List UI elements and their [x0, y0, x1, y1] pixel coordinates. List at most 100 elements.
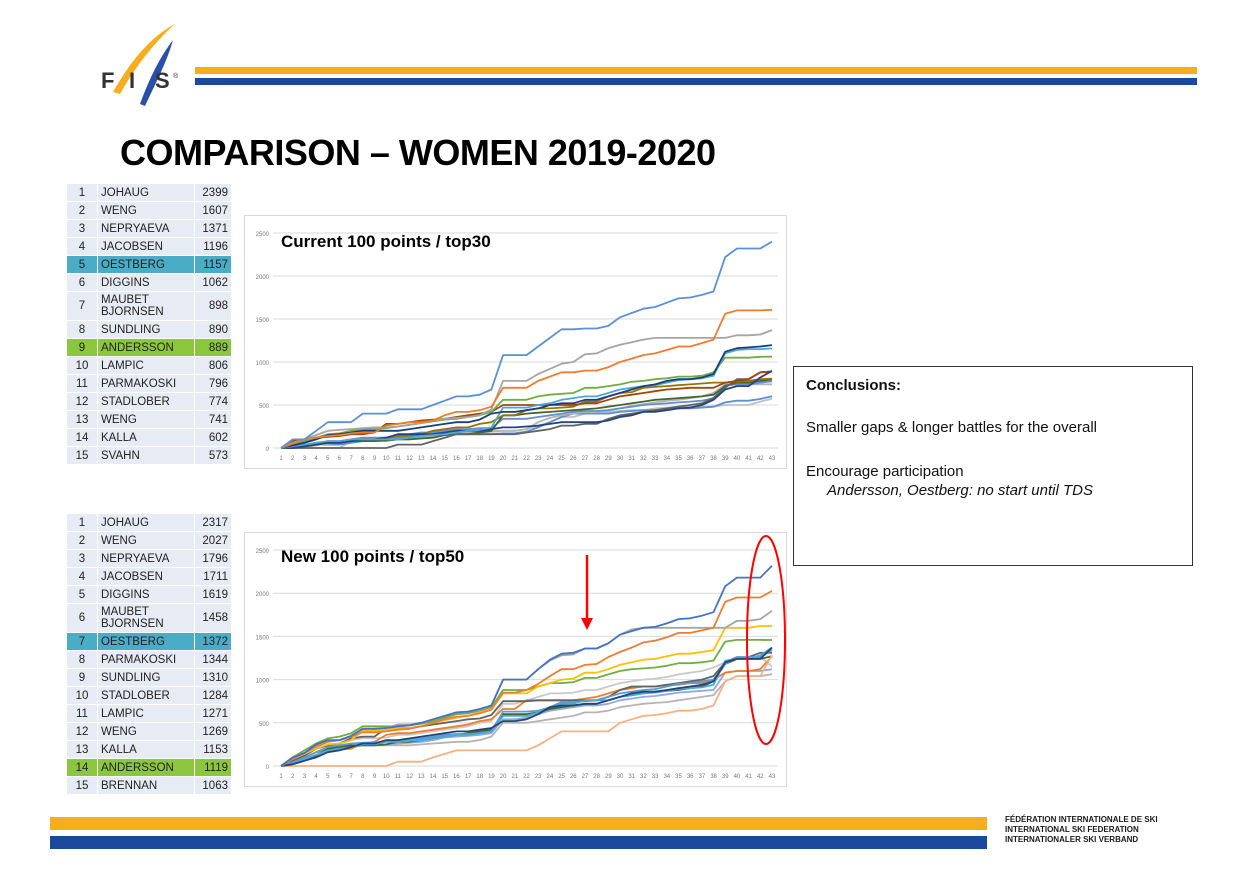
- x-tick-label: 36: [687, 774, 694, 780]
- footer-bar-blue: [50, 836, 987, 849]
- ranking-name: WENG: [98, 723, 194, 740]
- federation-name-de: INTERNATIONALER SKI VERBAND: [1005, 835, 1139, 844]
- x-tick-label: 26: [570, 456, 577, 462]
- x-tick-label: 43: [769, 774, 776, 780]
- ranking-rank: 5: [67, 256, 97, 273]
- ranking-rank: 2: [67, 202, 97, 219]
- ranking-row: 11 PARMAKOSKI 796: [67, 375, 231, 392]
- ranking-row: 3 NEPRYAEVA 1371: [67, 220, 231, 237]
- series-line-johaug: [280, 240, 773, 449]
- conclusion-participation: Encourage participation: [806, 463, 964, 480]
- series-line-johaug: [280, 565, 773, 767]
- ranking-rank: 2: [67, 532, 97, 549]
- series-line-weng: [280, 308, 773, 449]
- x-tick-label: 6: [338, 456, 342, 462]
- x-tick-label: 43: [769, 456, 776, 462]
- y-tick-label: 2000: [256, 275, 270, 281]
- y-tick-label: 2000: [256, 592, 270, 598]
- x-tick-label: 23: [535, 774, 542, 780]
- x-tick-label: 30: [617, 774, 624, 780]
- conclusion-participation-note: Andersson, Oestberg: no start until TDS: [827, 482, 1093, 499]
- ranking-name: KALLA: [98, 741, 194, 758]
- ranking-points: 1269: [195, 723, 231, 740]
- ranking-name: MAUBET BJORNSEN: [98, 604, 194, 632]
- series-line-jacobsen: [280, 344, 773, 449]
- ranking-row: 11 LAMPIC 1271: [67, 705, 231, 722]
- ranking-name: BRENNAN: [98, 777, 194, 794]
- ranking-points: 1619: [195, 586, 231, 603]
- ranking-rank: 7: [67, 633, 97, 650]
- series-line-parmakoski: [280, 378, 773, 449]
- ranking-rank: 8: [67, 651, 97, 668]
- x-tick-label: 8: [361, 456, 365, 462]
- ranking-rank: 12: [67, 723, 97, 740]
- x-tick-label: 25: [558, 774, 565, 780]
- x-tick-label: 40: [734, 774, 741, 780]
- x-tick-label: 32: [640, 774, 647, 780]
- ranking-rank: 14: [67, 759, 97, 776]
- footer-bar-yellow: [50, 817, 987, 830]
- ranking-rank: 4: [67, 238, 97, 255]
- x-tick-label: 19: [488, 774, 495, 780]
- series-line-sundling: [280, 370, 773, 449]
- ranking-points: 774: [195, 393, 231, 410]
- x-tick-label: 20: [500, 456, 507, 462]
- ranking-points: 1271: [195, 705, 231, 722]
- ranking-name: WENG: [98, 411, 194, 428]
- ranking-name: OESTBERG: [98, 256, 194, 273]
- x-tick-label: 10: [383, 456, 390, 462]
- ranking-row: 4 JACOBSEN 1196: [67, 238, 231, 255]
- ranking-row: 10 STADLOBER 1284: [67, 687, 231, 704]
- x-tick-label: 37: [699, 774, 706, 780]
- ranking-points: 796: [195, 375, 231, 392]
- x-tick-label: 30: [617, 456, 624, 462]
- y-tick-label: 500: [259, 722, 270, 728]
- x-tick-label: 10: [383, 774, 390, 780]
- ranking-points: 1344: [195, 651, 231, 668]
- ranking-rank: 11: [67, 705, 97, 722]
- ranking-row: 15 BRENNAN 1063: [67, 777, 231, 794]
- fis-logo: F I S ®: [101, 24, 179, 106]
- conclusions-heading: Conclusions:: [806, 377, 902, 394]
- y-tick-label: 1500: [256, 318, 270, 324]
- page-title: COMPARISON – WOMEN 2019-2020: [120, 132, 716, 173]
- ranking-points: 1458: [195, 604, 231, 632]
- series-line-maubet-bjornsen: [280, 646, 773, 767]
- ranking-name: OESTBERG: [98, 633, 194, 650]
- ranking-name: SVAHN: [98, 447, 194, 464]
- ranking-row: 6 DIGGINS 1062: [67, 274, 231, 291]
- x-tick-label: 11: [395, 456, 402, 462]
- ranking-row: 1 JOHAUG 2317: [67, 514, 231, 531]
- ranking-row: 13 WENG 741: [67, 411, 231, 428]
- ranking-points: 1310: [195, 669, 231, 686]
- ranking-name: LAMPIC: [98, 705, 194, 722]
- x-tick-label: 28: [593, 774, 600, 780]
- ranking-rank: 7: [67, 292, 97, 320]
- ranking-row: 7 MAUBET BJORNSEN 898: [67, 292, 231, 320]
- ranking-row: 6 MAUBET BJORNSEN 1458: [67, 604, 231, 632]
- chart-new-title: New 100 points / top50: [281, 547, 465, 566]
- ranking-row: 12 WENG 1269: [67, 723, 231, 740]
- ranking-name: ANDERSSON: [98, 339, 194, 356]
- y-tick-label: 2500: [256, 549, 270, 555]
- ranking-rank: 1: [67, 184, 97, 201]
- ranking-points: 573: [195, 447, 231, 464]
- ranking-name: KALLA: [98, 429, 194, 446]
- x-tick-label: 29: [605, 774, 612, 780]
- conclusions-box: Conclusions: Smaller gaps & longer battl…: [793, 366, 1193, 566]
- ranking-rank: 4: [67, 568, 97, 585]
- x-tick-label: 3: [303, 774, 307, 780]
- y-tick-label: 0: [266, 765, 270, 771]
- ranking-row: 7 OESTBERG 1372: [67, 633, 231, 650]
- svg-text:S: S: [155, 68, 170, 93]
- ranking-row: 5 DIGGINS 1619: [67, 586, 231, 603]
- ranking-rank: 5: [67, 586, 97, 603]
- series-line-sundling: [280, 651, 772, 767]
- ranking-row: 3 NEPRYAEVA 1796: [67, 550, 231, 567]
- ranking-rank: 10: [67, 687, 97, 704]
- x-tick-label: 2: [291, 456, 295, 462]
- ranking-rank: 1: [67, 514, 97, 531]
- ranking-row: 14 KALLA 602: [67, 429, 231, 446]
- ranking-points: 890: [195, 321, 231, 338]
- x-tick-label: 18: [476, 456, 483, 462]
